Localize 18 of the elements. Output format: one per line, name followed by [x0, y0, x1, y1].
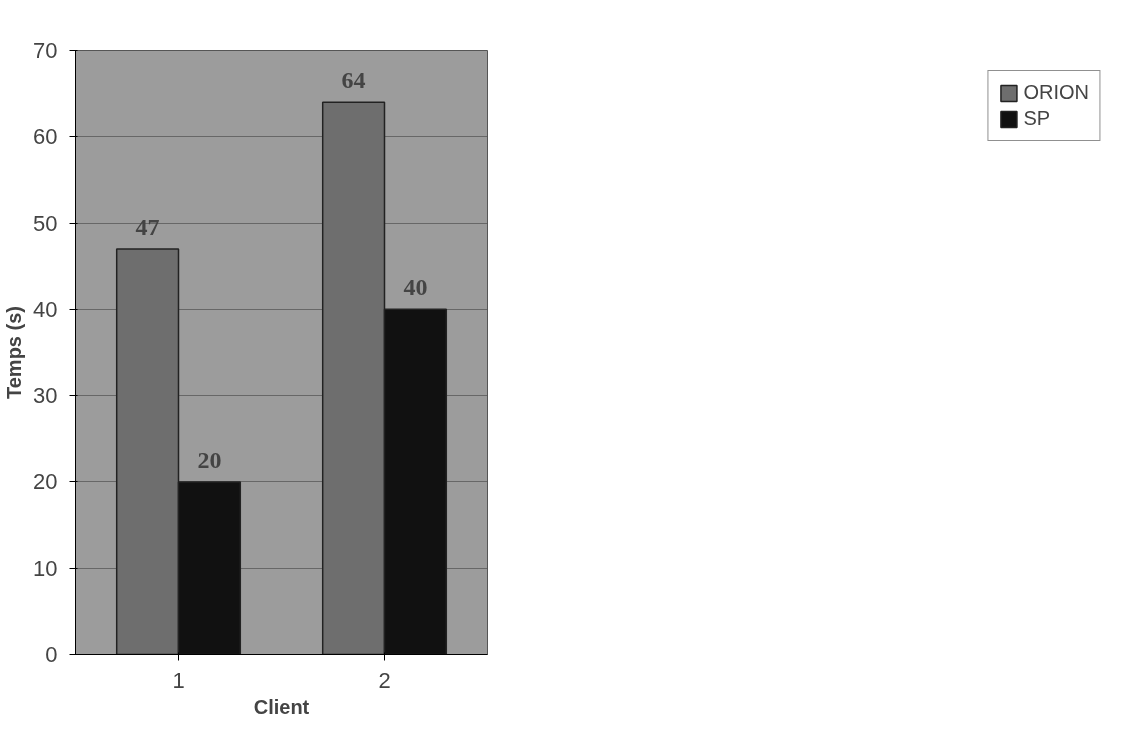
legend-label: ORION [1023, 81, 1089, 104]
data-label: 20 [197, 446, 222, 473]
x-tick-label: 2 [378, 667, 391, 693]
y-tick-label: 0 [45, 642, 58, 667]
y-tick-label: 50 [33, 210, 58, 236]
y-tick-label: 30 [33, 383, 58, 409]
legend-label: SP [1023, 107, 1051, 130]
data-label: 64 [341, 67, 366, 94]
data-label: 47 [135, 213, 160, 240]
data-label: 40 [403, 274, 428, 301]
x-axis-title: Client [253, 695, 310, 718]
y-tick-label: 10 [33, 555, 58, 581]
y-tick-label: 20 [33, 469, 58, 495]
y-tick-label: 60 [33, 124, 58, 150]
y-axis-title: Temps (s) [3, 306, 26, 399]
y-tick-label: 40 [33, 296, 58, 322]
y-tick-label: 70 [33, 38, 58, 63]
x-tick-label: 1 [172, 667, 185, 693]
